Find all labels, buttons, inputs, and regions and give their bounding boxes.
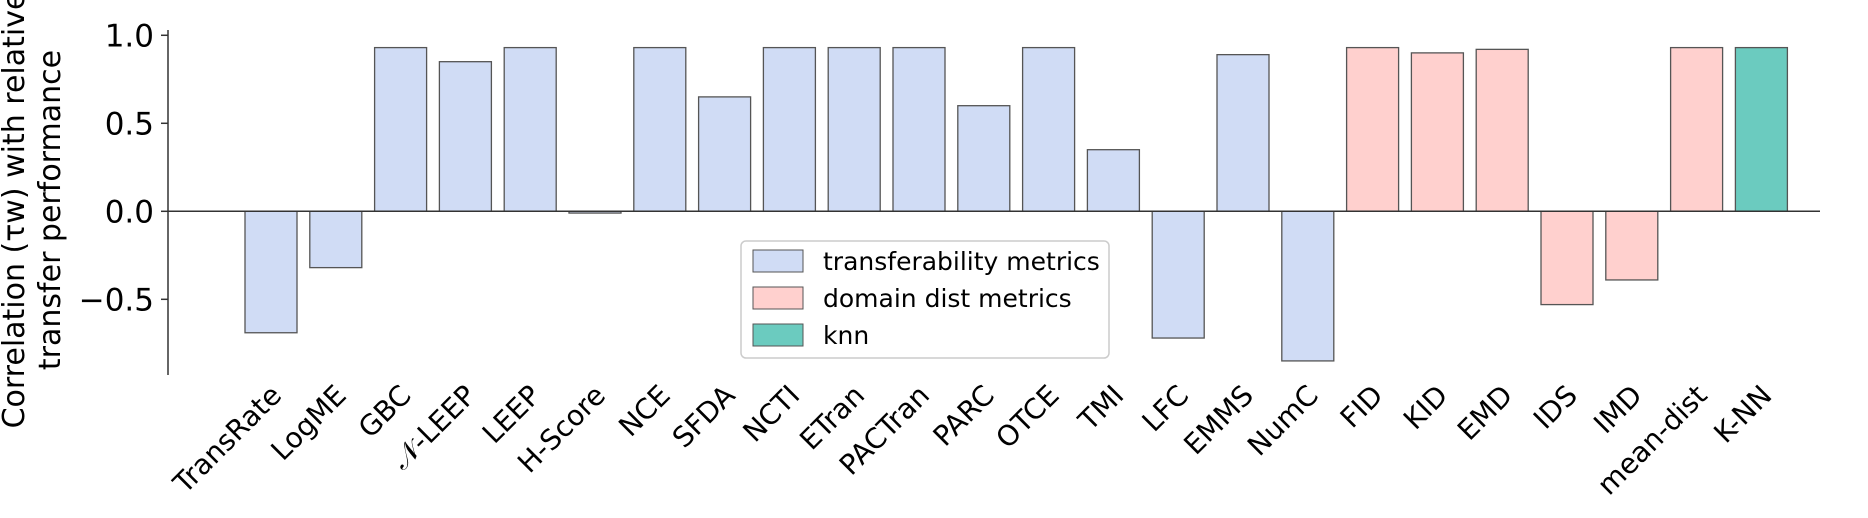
legend-label-transferability: transferability metrics [823, 247, 1100, 276]
bar-7 [697, 96, 752, 212]
x-tick-label: PARC [927, 379, 1001, 453]
bar-14 [1151, 210, 1205, 339]
bar-20 [1540, 210, 1594, 306]
bar-6 [633, 46, 687, 212]
bar-1 [309, 210, 363, 269]
legend-label-knn: knn [823, 321, 869, 350]
x-tick-label: IDS [1527, 379, 1584, 436]
x-tick-label: KID [1397, 379, 1454, 436]
bar-10 [892, 46, 946, 212]
bar-17 [1345, 46, 1400, 212]
bar-9 [827, 46, 881, 212]
bar-3 [438, 61, 493, 212]
y-tick-label: 1.0 [105, 18, 154, 54]
legend-swatch-transferability [752, 249, 804, 273]
y-tick-label: −0.5 [79, 282, 154, 318]
legend-swatch-domain [752, 286, 804, 310]
bar-23 [1734, 46, 1789, 212]
bar-2 [373, 46, 428, 212]
bar-13 [1086, 149, 1141, 212]
bar-12 [1021, 46, 1076, 212]
x-tick-label: K-NN [1707, 379, 1778, 450]
legend-frame [740, 240, 1110, 359]
bar-8 [762, 46, 817, 212]
legend-label-domain: domain dist metrics [823, 284, 1072, 313]
bar-4 [503, 46, 557, 212]
y-axis-label-line-1: Correlation (τw) with relative [0, 0, 32, 428]
bar-16 [1281, 210, 1335, 362]
x-tick-label: TMI [1071, 379, 1130, 438]
bar-19 [1475, 48, 1529, 212]
legend-swatch-knn [752, 323, 804, 347]
x-tick-label: EMMS [1177, 379, 1260, 462]
x-tick-label: NumC [1241, 379, 1325, 463]
bar-0 [244, 210, 298, 334]
x-tick-label: FID [1334, 379, 1390, 435]
x-tick-label: EMD [1451, 379, 1519, 447]
y-axis: 1.0 0.5 0.0 −0.5 [79, 18, 169, 375]
y-tick-label: 0.0 [105, 194, 154, 230]
bar-15 [1216, 53, 1270, 212]
bar-18 [1410, 52, 1465, 212]
x-tick-label: SFDA [666, 379, 742, 455]
bars-group [244, 46, 1789, 362]
bar-22 [1669, 46, 1724, 212]
bar-11 [957, 105, 1011, 212]
x-tick-label: NCTI [736, 379, 806, 449]
x-tick-label: OTCE [989, 379, 1065, 455]
y-tick-label: 0.5 [105, 106, 154, 142]
bar-21 [1605, 210, 1659, 281]
y-axis-label-line-2: transfer performance [33, 50, 68, 370]
legend: transferability metrics domain dist metr… [740, 240, 1110, 359]
